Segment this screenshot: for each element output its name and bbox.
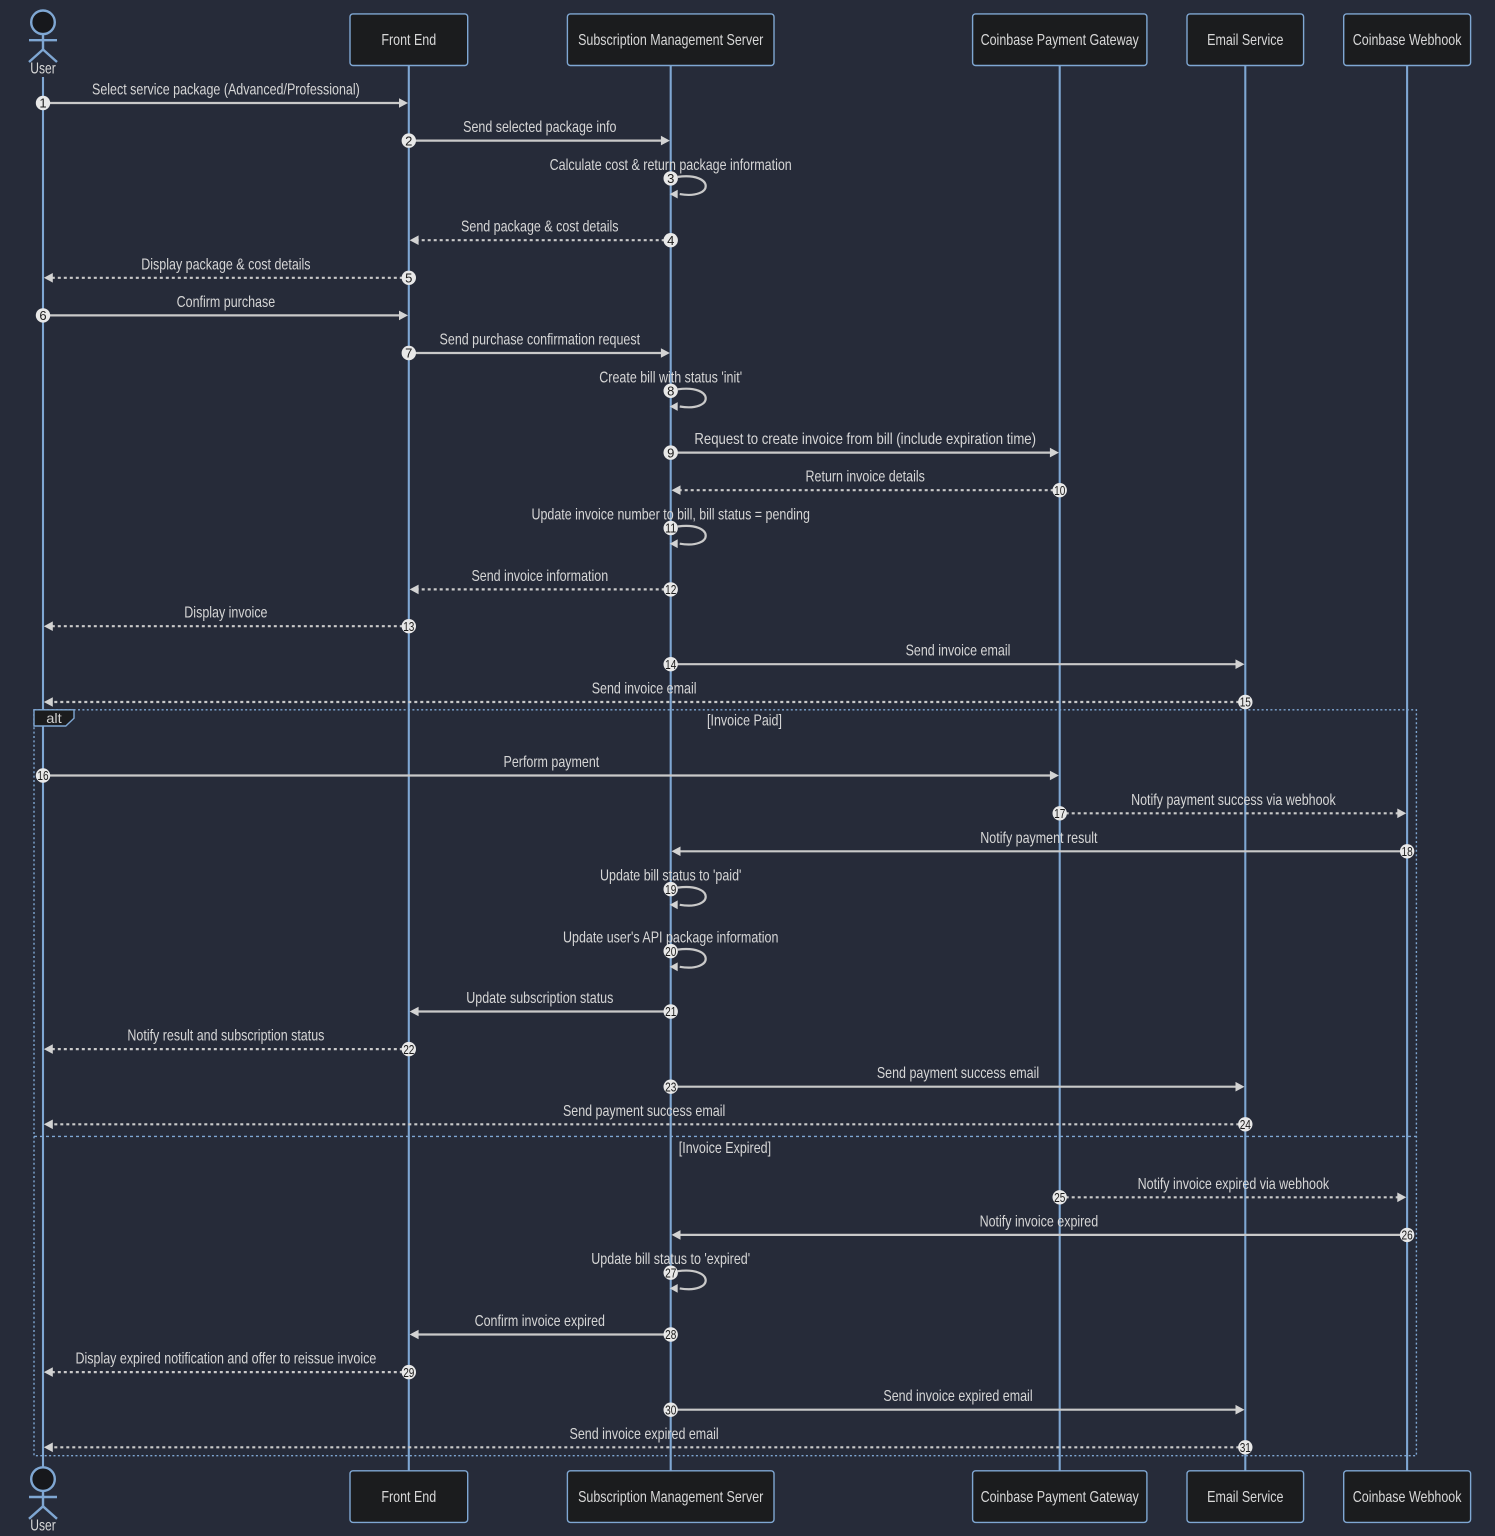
svg-text:Front End: Front End — [381, 1489, 436, 1506]
svg-text:Calculate cost & return packag: Calculate cost & return package informat… — [550, 157, 792, 174]
svg-text:Notify invoice expired via web: Notify invoice expired via webhook — [1138, 1176, 1330, 1193]
svg-text:Send invoice email: Send invoice email — [906, 643, 1011, 660]
svg-text:4: 4 — [667, 233, 674, 248]
svg-text:Send purchase confirmation req: Send purchase confirmation request — [440, 332, 641, 349]
svg-text:[Invoice Expired]: [Invoice Expired] — [679, 1140, 771, 1157]
svg-text:25: 25 — [1054, 1190, 1065, 1205]
svg-text:Email Service: Email Service — [1207, 32, 1283, 49]
svg-text:Email Service: Email Service — [1207, 1489, 1283, 1506]
svg-text:Select service package (Advanc: Select service package (Advanced/Profess… — [92, 82, 360, 99]
svg-text:31: 31 — [1240, 1440, 1251, 1455]
svg-text:Notify payment result: Notify payment result — [980, 830, 1098, 847]
svg-text:Create bill with status 'init': Create bill with status 'init' — [599, 369, 742, 386]
svg-text:Update invoice number to bill,: Update invoice number to bill, bill stat… — [531, 507, 810, 524]
svg-text:23: 23 — [665, 1079, 676, 1094]
svg-text:Send payment success email: Send payment success email — [877, 1065, 1039, 1082]
svg-text:7: 7 — [405, 346, 412, 361]
svg-text:Display invoice: Display invoice — [184, 605, 267, 622]
svg-text:Send invoice email: Send invoice email — [592, 681, 697, 698]
svg-text:Perform payment: Perform payment — [504, 754, 600, 771]
svg-text:9: 9 — [667, 445, 674, 460]
svg-text:Update bill status to 'paid': Update bill status to 'paid' — [600, 868, 741, 885]
svg-text:19: 19 — [665, 882, 676, 897]
svg-text:14: 14 — [665, 657, 676, 672]
svg-text:Send payment success email: Send payment success email — [563, 1103, 725, 1120]
svg-text:Confirm purchase: Confirm purchase — [177, 294, 276, 311]
svg-text:Coinbase Webhook: Coinbase Webhook — [1353, 1489, 1462, 1506]
svg-text:18: 18 — [1402, 844, 1413, 859]
svg-text:3: 3 — [667, 171, 674, 186]
svg-text:Return invoice details: Return invoice details — [806, 469, 925, 486]
svg-text:Notify invoice expired: Notify invoice expired — [980, 1213, 1099, 1230]
svg-text:29: 29 — [403, 1365, 414, 1380]
svg-text:Display package & cost details: Display package & cost details — [141, 256, 310, 273]
svg-text:28: 28 — [665, 1327, 676, 1342]
svg-text:Subscription Management Server: Subscription Management Server — [578, 1489, 764, 1506]
svg-text:8: 8 — [667, 384, 674, 399]
svg-text:10: 10 — [1054, 483, 1065, 498]
svg-text:17: 17 — [1054, 806, 1065, 821]
svg-text:Coinbase Payment Gateway: Coinbase Payment Gateway — [981, 1489, 1139, 1506]
svg-text:26: 26 — [1402, 1228, 1413, 1243]
svg-text:User: User — [30, 1518, 56, 1535]
svg-text:Request to create invoice from: Request to create invoice from bill (inc… — [694, 431, 1036, 448]
svg-text:Coinbase Payment Gateway: Coinbase Payment Gateway — [981, 32, 1139, 49]
svg-text:15: 15 — [1240, 695, 1251, 710]
svg-text:alt: alt — [46, 710, 62, 726]
svg-text:6: 6 — [39, 308, 46, 323]
svg-text:1: 1 — [39, 96, 46, 111]
svg-text:22: 22 — [403, 1042, 414, 1057]
svg-text:Send package & cost details: Send package & cost details — [461, 219, 619, 236]
svg-text:20: 20 — [665, 944, 676, 959]
svg-text:30: 30 — [665, 1402, 676, 1417]
svg-text:12: 12 — [665, 582, 676, 597]
svg-text:Confirm invoice expired: Confirm invoice expired — [475, 1313, 605, 1330]
svg-text:21: 21 — [665, 1004, 676, 1019]
svg-text:Notify result and subscription: Notify result and subscription status — [127, 1028, 324, 1045]
svg-text:Notify payment success via web: Notify payment success via webhook — [1131, 792, 1336, 809]
svg-text:Update subscription status: Update subscription status — [466, 990, 613, 1007]
svg-text:Send invoice expired email: Send invoice expired email — [883, 1388, 1032, 1405]
svg-text:Front End: Front End — [381, 32, 436, 49]
svg-text:Update bill status to 'expired: Update bill status to 'expired' — [591, 1251, 750, 1268]
svg-text:2: 2 — [405, 133, 412, 148]
svg-text:Display expired notification a: Display expired notification and offer t… — [76, 1351, 377, 1368]
svg-text:User: User — [30, 61, 56, 78]
svg-text:[Invoice Paid]: [Invoice Paid] — [707, 713, 782, 730]
svg-text:Coinbase Webhook: Coinbase Webhook — [1353, 32, 1462, 49]
svg-text:11: 11 — [665, 521, 676, 536]
svg-text:Subscription Management Server: Subscription Management Server — [578, 32, 764, 49]
svg-text:27: 27 — [665, 1265, 676, 1280]
svg-text:Send invoice expired email: Send invoice expired email — [570, 1426, 719, 1443]
svg-text:Send invoice information: Send invoice information — [471, 568, 608, 585]
svg-text:5: 5 — [405, 271, 412, 286]
svg-text:16: 16 — [37, 768, 48, 783]
svg-text:13: 13 — [403, 619, 414, 634]
svg-text:Update user's API package info: Update user's API package information — [563, 930, 778, 947]
svg-text:24: 24 — [1240, 1117, 1251, 1132]
svg-text:Send selected package info: Send selected package info — [463, 119, 616, 136]
